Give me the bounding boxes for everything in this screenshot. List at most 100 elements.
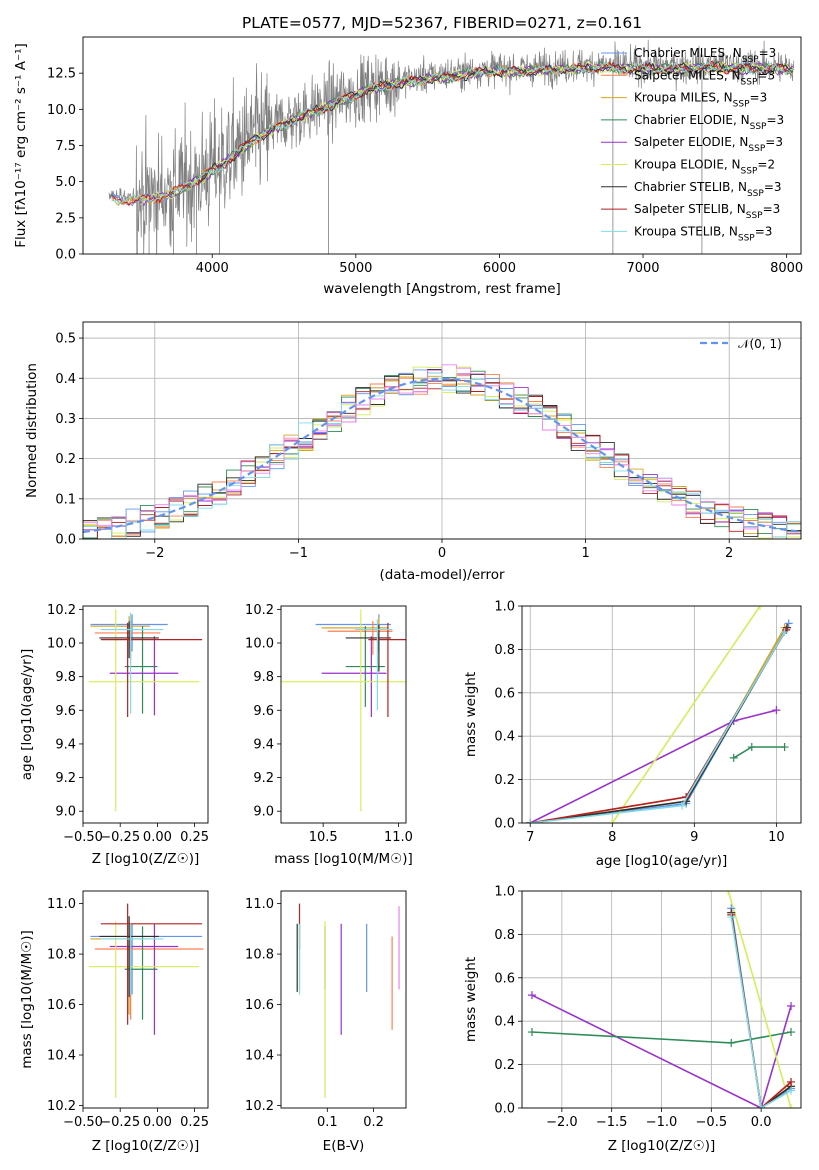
mass-weight-line: [531, 994, 792, 1108]
mass-weight-line: [530, 627, 786, 823]
age_vs_Z-plot-area: [88, 609, 203, 812]
age_vs_Z-ytick-label: 9.8: [55, 670, 76, 685]
weight_vs_age-axes-frame: [521, 605, 802, 824]
spectrum-plot-area: [108, 39, 795, 254]
spectrum-xtick-label: 4000: [196, 261, 229, 276]
age_vs_mass-xtick-label: 11.0: [384, 830, 413, 845]
mass-weight-marker: [527, 1028, 536, 1037]
weight_vs_age-ylabel: mass weight: [463, 672, 479, 757]
mass-weight-marker: [608, 819, 617, 823]
spectrum-axes-frame: [82, 36, 802, 255]
weight_vs_Z-xtick-label: −1.0: [646, 1115, 678, 1130]
weight_vs_age-xtick-label: 7: [526, 830, 534, 845]
mass_vs_ebv-ytick-label: 10.6: [245, 998, 274, 1013]
weight_vs_age-ytick-label: 0.2: [494, 773, 515, 788]
age_vs_Z-ytick-label: 9.0: [55, 805, 76, 820]
mass-weight-marker: [787, 1028, 796, 1037]
mass_vs_Z-ytick-label: 10.4: [47, 1049, 76, 1064]
weight_vs_Z-xlabel: Z [log10(Z/Z☉)]: [608, 1138, 716, 1154]
mass-weight-marker: [678, 801, 687, 810]
spectrum-ytick-label: 0.0: [55, 248, 76, 263]
spectrum-ytick-label: 10.0: [47, 103, 76, 118]
mass_vs_ebv-xtick-label: 0.2: [363, 1115, 384, 1130]
mass-weight-line: [530, 623, 790, 823]
mass_vs_ebv-xlabel: E(B-V): [323, 1138, 365, 1154]
age_vs_mass-ytick-label: 9.0: [253, 805, 274, 820]
weight_vs_Z-xtick-label: −2.0: [546, 1115, 578, 1130]
age_vs_mass-xlabel: mass [log10(M/M☉)]: [274, 851, 413, 867]
mass_vs_Z-ylabel: mass [log10(M/M☉)]: [19, 930, 35, 1069]
age_vs_mass-xtick-label: 10.5: [309, 830, 338, 845]
spectrum-ytick-label: 2.5: [55, 211, 76, 226]
residuals-ylabel: Normed distribution: [24, 363, 40, 498]
mass_vs_Z-xtick-label: 0.25: [180, 1115, 209, 1130]
mass_vs_Z-xtick-label: −0.50: [63, 1115, 103, 1130]
age_vs_mass-ytick-label: 9.6: [253, 704, 274, 719]
age_vs_Z-ytick-label: 9.6: [55, 704, 76, 719]
mass_vs_ebv-ytick-label: 11.0: [245, 897, 274, 912]
weight_vs_Z-ytick-label: 0.8: [494, 928, 515, 943]
mass-weight-line: [530, 631, 786, 823]
residuals-xtick-label: −1: [289, 546, 308, 561]
mass-weight-marker: [787, 1104, 796, 1108]
weight_vs_Z-ytick-label: 0.4: [494, 1015, 515, 1030]
residuals-xlabel: (data-model)/error: [379, 567, 505, 583]
legend-entry: Salpeter ELODIE, NSSP=3: [634, 135, 783, 154]
residuals-ytick-label: 0.5: [55, 332, 76, 347]
weight_vs_age-ytick-label: 0.8: [494, 643, 515, 658]
residuals-ytick-label: 0.1: [55, 492, 76, 507]
mass_vs_ebv-axes-frame: [280, 890, 407, 1109]
age_vs_Z-xtick-label: −0.50: [63, 830, 103, 845]
mass_vs_Z-xtick-label: −0.25: [100, 1115, 140, 1130]
model-spectrum-series: [111, 60, 793, 207]
age_vs_Z-ytick-label: 10.0: [47, 637, 76, 652]
spectrum-xtick-label: 6000: [483, 261, 516, 276]
weight_vs_Z-xtick-label: −1.5: [596, 1115, 628, 1130]
age_vs_mass-ytick-label: 9.2: [253, 771, 274, 786]
residuals-xtick-label: −2: [145, 546, 164, 561]
residuals-ytick-label: 0.2: [55, 452, 76, 467]
weight_vs_Z-xtick-label: −0.5: [696, 1115, 728, 1130]
spectrum-xtick-label: 7000: [626, 261, 659, 276]
mass-weight-marker: [729, 753, 738, 762]
gaussian-reference: [83, 377, 801, 534]
legend-entry: Kroupa ELODIE, NSSP=2: [634, 158, 775, 177]
legend-entry: Chabrier ELODIE, NSSP=3: [634, 113, 784, 132]
age_vs_Z-ytick-label: 10.2: [47, 603, 76, 618]
residuals-xtick-label: 0: [438, 546, 446, 561]
age_vs_Z-xtick-label: 0.25: [180, 830, 209, 845]
mass-weight-marker: [727, 1038, 736, 1047]
weight_vs_Z-ytick-label: 1.0: [494, 885, 515, 900]
residuals-ytick-label: 0.4: [55, 372, 76, 387]
weight_vs_Z-xtick-label: 0.0: [751, 1115, 772, 1130]
weight_vs_Z-ytick-label: 0.2: [494, 1058, 515, 1073]
mass-weight-marker: [787, 1077, 796, 1086]
mass_vs_Z-axes-frame: [82, 890, 209, 1109]
mass-weight-line: [730, 916, 792, 1108]
spectrum-xlabel: wavelength [Angstrom, rest frame]: [323, 281, 561, 297]
age_vs_mass-ytick-label: 9.8: [253, 670, 274, 685]
mass-weight-line: [530, 627, 788, 823]
spectrum-ylabel: Flux [fλ10⁻¹⁷ erg cm⁻² s⁻¹ A⁻¹]: [13, 43, 29, 248]
mass-weight-marker: [772, 706, 781, 715]
age_vs_Z-xtick-label: 0.00: [143, 830, 172, 845]
residuals-plot-area: [83, 364, 801, 539]
legend-entry: 𝒩(0, 1): [738, 337, 782, 351]
residuals-xtick-label: 2: [725, 546, 733, 561]
mass-weight-line: [530, 629, 787, 823]
mass_vs_Z-xlabel: Z [log10(Z/Z☉)]: [92, 1138, 200, 1154]
spectrum-ytick-label: 7.5: [55, 139, 76, 154]
weight_vs_age-xtick-label: 8: [608, 830, 616, 845]
spectrum-ytick-label: 12.5: [47, 67, 76, 82]
spectrum-xtick-label: 5000: [339, 261, 372, 276]
residuals-xtick-label: 1: [581, 546, 589, 561]
spectrum-ytick-label: 5.0: [55, 175, 76, 190]
weight_vs_Z-ytick-label: 0.0: [494, 1102, 515, 1117]
age_vs_Z-ytick-label: 9.4: [55, 737, 76, 752]
weight_vs_age-ytick-label: 0.0: [494, 817, 515, 832]
mass-weight-marker: [784, 619, 793, 628]
residuals-axes-frame: [82, 321, 802, 540]
mass_vs_Z-ytick-label: 10.8: [47, 948, 76, 963]
legend-entry: Kroupa STELIB, NSSP=3: [634, 224, 772, 243]
